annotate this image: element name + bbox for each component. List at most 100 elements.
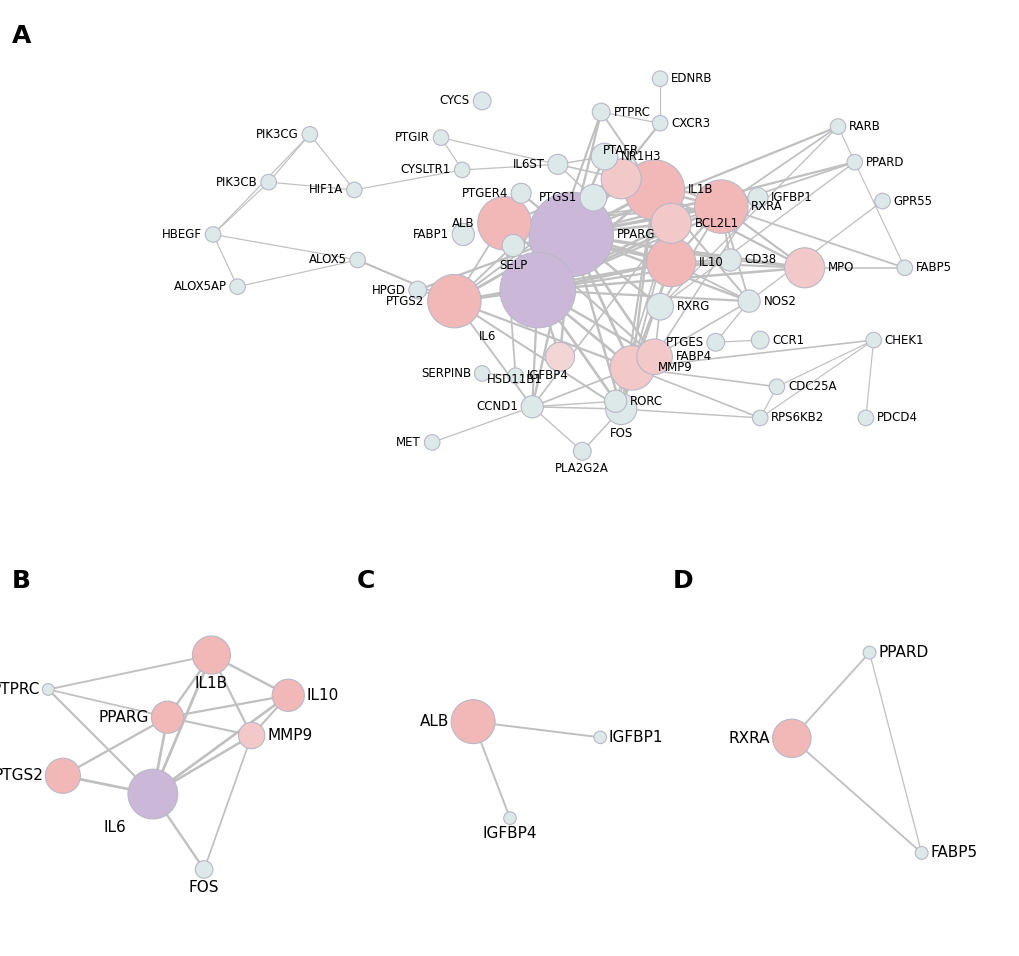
Circle shape (350, 252, 365, 268)
Text: PTGS2: PTGS2 (0, 769, 43, 783)
Circle shape (865, 333, 880, 348)
Text: IL6: IL6 (103, 820, 125, 836)
Circle shape (453, 163, 470, 178)
Text: PTPRC: PTPRC (0, 682, 40, 697)
Circle shape (846, 154, 862, 170)
Circle shape (580, 185, 606, 211)
Circle shape (591, 143, 618, 170)
Text: FABP1: FABP1 (413, 228, 448, 241)
Text: C: C (357, 569, 375, 593)
Circle shape (857, 410, 873, 425)
Text: PPARG: PPARG (616, 228, 654, 241)
Circle shape (600, 159, 641, 199)
Circle shape (424, 435, 439, 450)
Text: CYSLTR1: CYSLTR1 (400, 163, 450, 177)
Text: IGFBP1: IGFBP1 (770, 191, 812, 205)
Text: CHEK1: CHEK1 (883, 334, 923, 347)
Text: IL6: IL6 (479, 330, 496, 343)
Text: IGFBP4: IGFBP4 (526, 369, 568, 382)
Text: ALB: ALB (419, 714, 448, 729)
Text: RXRG: RXRG (677, 300, 709, 314)
Text: NOS2: NOS2 (763, 294, 796, 308)
Text: B: B (12, 569, 32, 593)
Circle shape (501, 234, 524, 256)
Text: CD38: CD38 (744, 253, 776, 267)
Circle shape (752, 410, 767, 425)
Text: RARB: RARB (849, 120, 880, 133)
Circle shape (499, 252, 575, 328)
Text: IL1B: IL1B (687, 184, 712, 196)
Circle shape (624, 160, 684, 220)
Text: PPARD: PPARD (877, 645, 927, 660)
Text: ALOX5: ALOX5 (308, 253, 346, 267)
Circle shape (193, 636, 230, 674)
Circle shape (205, 227, 221, 242)
Circle shape (829, 119, 845, 135)
Circle shape (409, 281, 426, 299)
Circle shape (751, 331, 768, 349)
Text: HBEGF: HBEGF (162, 228, 202, 241)
Circle shape (706, 334, 723, 351)
Circle shape (593, 731, 606, 744)
Text: PTGER4: PTGER4 (461, 186, 507, 200)
Circle shape (896, 260, 912, 275)
Circle shape (573, 443, 591, 460)
Circle shape (604, 390, 626, 412)
Circle shape (747, 187, 767, 207)
Circle shape (738, 290, 759, 313)
Text: GPR55: GPR55 (893, 195, 931, 207)
Text: RORC: RORC (630, 395, 662, 407)
Circle shape (646, 238, 695, 287)
Text: FOS: FOS (609, 426, 632, 440)
Circle shape (914, 847, 927, 859)
Circle shape (650, 204, 691, 244)
Circle shape (771, 719, 810, 757)
Circle shape (521, 396, 543, 418)
Text: IL1B: IL1B (195, 676, 228, 690)
Circle shape (450, 700, 494, 744)
Circle shape (592, 103, 609, 121)
Text: FOS: FOS (189, 880, 219, 895)
Circle shape (346, 183, 362, 198)
Text: SERPINB: SERPINB (421, 367, 471, 380)
Text: PPARG: PPARG (99, 709, 149, 725)
Text: PTPRC: PTPRC (612, 105, 650, 119)
Text: PLA2G2A: PLA2G2A (554, 463, 608, 475)
Circle shape (652, 71, 667, 86)
Text: HSD11B1: HSD11B1 (486, 374, 542, 386)
Text: CXCR3: CXCR3 (671, 117, 709, 130)
Text: FABP5: FABP5 (929, 845, 976, 860)
Text: ALB: ALB (451, 217, 474, 229)
Text: MPO: MPO (827, 261, 854, 274)
Circle shape (862, 646, 875, 659)
Circle shape (768, 379, 784, 395)
Circle shape (529, 192, 612, 276)
Text: IL10: IL10 (307, 687, 338, 703)
Text: SELP: SELP (498, 259, 527, 272)
Circle shape (272, 679, 304, 711)
Circle shape (694, 180, 747, 233)
Circle shape (547, 154, 568, 174)
Text: NR1H3: NR1H3 (621, 150, 661, 163)
Circle shape (238, 723, 265, 749)
Text: PPARD: PPARD (865, 156, 904, 168)
Circle shape (229, 279, 246, 294)
Circle shape (507, 368, 523, 383)
Text: PIK3CG: PIK3CG (256, 128, 299, 141)
Text: HPGD: HPGD (371, 284, 406, 296)
Circle shape (474, 365, 489, 381)
Circle shape (261, 174, 276, 190)
Circle shape (451, 224, 474, 246)
Text: RPS6KB2: RPS6KB2 (770, 411, 823, 424)
Text: IL6ST: IL6ST (512, 158, 544, 171)
Text: FABP5: FABP5 (915, 261, 951, 274)
Circle shape (427, 274, 481, 328)
Circle shape (646, 293, 673, 320)
Text: MMP9: MMP9 (657, 361, 692, 375)
Text: PTGIR: PTGIR (394, 131, 430, 144)
Text: FABP4: FABP4 (675, 350, 711, 363)
Text: PTAFR: PTAFR (602, 143, 639, 157)
Circle shape (473, 92, 490, 110)
Circle shape (43, 684, 54, 695)
Circle shape (609, 346, 654, 390)
